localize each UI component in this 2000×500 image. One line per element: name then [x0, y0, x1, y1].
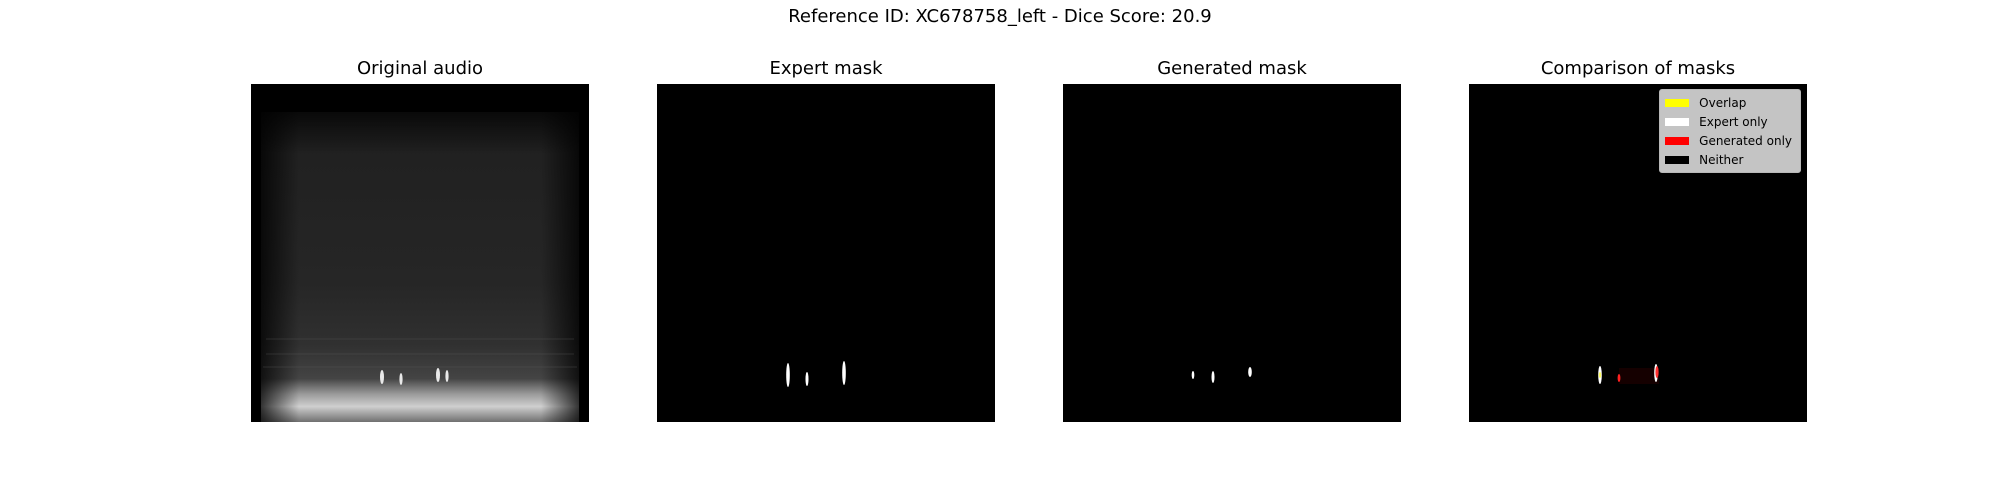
legend-label: Expert only: [1699, 114, 1768, 129]
generated-mask-image: [1063, 84, 1401, 422]
panel-title-expert-mask: Expert mask: [769, 58, 883, 79]
legend-label: Neither: [1699, 152, 1744, 167]
spectrogram-image: [251, 84, 589, 422]
legend-swatch: [1665, 136, 1690, 145]
comparison-legend: Overlap Expert only Generated only Neith…: [1659, 89, 1801, 173]
spectrogram-original-audio: [251, 84, 589, 422]
legend-entry-neither: Neither: [1665, 150, 1792, 169]
comparison-generated-only: [1617, 374, 1621, 382]
figure-title: Reference ID: XC678758_left - Dice Score…: [788, 6, 1212, 27]
comparison-generated-only: [1655, 366, 1659, 378]
legend-swatch: [1665, 98, 1690, 107]
comparison-image: Overlap Expert only Generated only Neith…: [1469, 84, 1807, 422]
legend-swatch: [1665, 155, 1690, 164]
panel-title-original-audio: Original audio: [356, 58, 484, 79]
expert-mask-blob: [842, 361, 846, 385]
generated-mask-blob: [1191, 371, 1195, 379]
legend-label: Overlap: [1699, 95, 1747, 110]
expert-mask-blob: [805, 372, 809, 386]
generated-mask-blob: [1211, 371, 1215, 383]
comparison-svg: [1598, 364, 1659, 384]
expert-mask-image: [657, 84, 995, 422]
expert-mask-blob: [786, 363, 790, 387]
generated-mask-svg: [1191, 367, 1252, 383]
panel-title-generated-mask: Generated mask: [1157, 58, 1307, 79]
generated-mask-blob: [1248, 367, 1252, 377]
legend-entry-expert-only: Expert only: [1665, 112, 1792, 131]
legend-entry-generated-only: Generated only: [1665, 131, 1792, 150]
expert-mask-svg: [786, 361, 846, 387]
legend-swatch: [1665, 117, 1690, 126]
comparison-overlap: [1598, 372, 1602, 378]
legend-entry-overlap: Overlap: [1665, 93, 1792, 112]
panel-title-comparison: Comparison of masks: [1540, 58, 1736, 79]
legend-label: Generated only: [1699, 133, 1792, 148]
